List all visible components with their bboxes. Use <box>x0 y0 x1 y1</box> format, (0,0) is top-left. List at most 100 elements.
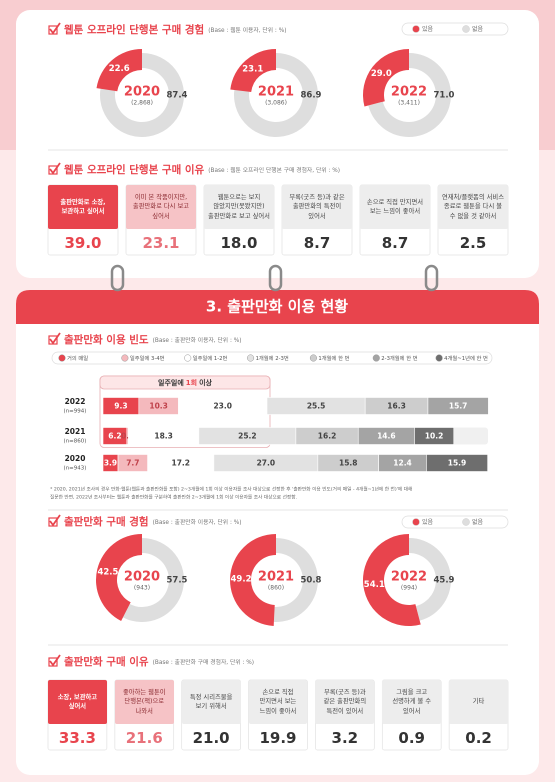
sample-label: (3,086) <box>265 100 287 107</box>
legend-label: 있음 <box>422 518 434 526</box>
sample-label: (860) <box>268 585 284 592</box>
sample-label: (3,411) <box>398 100 420 107</box>
slice-label: 87.4 <box>167 91 188 101</box>
legend-swatch <box>462 518 470 526</box>
legend-swatch <box>412 518 420 526</box>
segment-label: 27.0 <box>257 459 276 468</box>
section-title: 3. 출판만화 이용 현황 <box>206 298 348 316</box>
slice-label: 49.2 <box>231 575 252 585</box>
reason-text: 소장, 보관하고 싶어서 <box>48 680 107 724</box>
reason-value: 8.7 <box>381 233 409 252</box>
slice-label: 22.6 <box>109 64 130 74</box>
reason-value: 18.0 <box>220 233 258 252</box>
reason-value: 3.2 <box>331 728 359 747</box>
reason-value: 33.3 <box>58 728 96 747</box>
reason-text: 손으로 직접 만지면서 보는 느낌이 좋아서 <box>248 680 308 724</box>
legend-box <box>401 515 509 529</box>
annotation-part: 일주일에 <box>158 378 184 387</box>
base-note: (Base : 출판만화 이용자, 단위 : %) <box>153 518 242 526</box>
donut-slice <box>363 49 409 107</box>
reason-value: 0.9 <box>398 728 425 747</box>
legend-swatch <box>309 354 317 362</box>
donut-slice <box>95 534 142 621</box>
legend-label: 1개월에 한 번 <box>318 354 349 362</box>
slice-label: 45.9 <box>434 576 455 586</box>
year-label: 2020 <box>124 570 160 585</box>
year-label: 2022 <box>391 85 427 100</box>
donut-slice <box>273 538 318 622</box>
base-note: (Base : 웹툰 이용자, 단위 : %) <box>208 26 286 34</box>
check-mark <box>49 514 61 527</box>
legend-swatch <box>462 25 470 33</box>
year-label: 2020 <box>65 454 86 463</box>
reason-text: 웹툰으로는 보지 않았지만(못봤지만) 출판만화로 보고 싶어서 <box>204 185 274 229</box>
check-mark <box>49 654 61 667</box>
legend-swatch <box>412 25 420 33</box>
slice-label: 42.5 <box>97 567 118 577</box>
ring <box>424 264 439 292</box>
reason-text: 좋아하는 웹툰이 단행본(책)으로 나와서 <box>114 680 174 724</box>
sample-label: (2,868) <box>131 100 153 107</box>
donut-slice <box>122 538 185 622</box>
segment-label: 3.9 <box>104 459 117 468</box>
base-note: (Base : 출판만화 구매 경험자, 단위 : %) <box>153 658 254 666</box>
segment-label: 7.7 <box>126 459 139 468</box>
segment-label: 25.2 <box>238 432 257 441</box>
legend-swatch <box>372 354 380 362</box>
slice-label: 50.8 <box>301 576 322 586</box>
donut-slice <box>230 49 276 93</box>
ring <box>110 264 125 292</box>
check-mark <box>49 162 61 175</box>
reason-text: 연재처/플랫폼의 서비스 종료로 웹툰을 다시 볼 수 없을 것 같아서 <box>438 185 508 229</box>
year-label: 2022 <box>391 570 427 585</box>
legend-swatch <box>247 354 255 362</box>
reason-value: 21.0 <box>192 728 230 747</box>
legend-box <box>401 22 509 36</box>
base-note: (Base : 출판만화 이용자, 단위 : %) <box>153 336 242 344</box>
slice-label: 57.5 <box>167 576 188 586</box>
reason-value: 23.1 <box>142 233 180 252</box>
legend-label: 2-3개월에 한 번 <box>381 354 418 362</box>
legend-label: 일주일에 3-4번 <box>130 354 165 362</box>
legend-swatch <box>435 354 443 362</box>
rings <box>110 264 439 292</box>
annotation-part: 이상 <box>199 378 212 387</box>
donut-slice <box>409 538 451 621</box>
segment-label: 15.8 <box>339 459 358 468</box>
legend-label: 거의 매일 <box>67 354 88 362</box>
year-label: 2021 <box>258 85 294 100</box>
legend-swatch <box>184 354 192 362</box>
check-mark <box>49 332 61 345</box>
segment-label: 25.5 <box>307 402 326 411</box>
legend-swatch <box>121 354 129 362</box>
segment-label: 15.7 <box>449 402 468 411</box>
donut-slice <box>100 53 185 137</box>
reason-text: 부록(굿즈 등)과 같은 출판만화의 특전이 있어서 <box>282 185 352 229</box>
segment-label: 10.3 <box>149 402 168 411</box>
sample-label: (943) <box>134 585 150 592</box>
sample-label: (n=860) <box>64 439 87 445</box>
donut-slice <box>233 53 318 138</box>
segment-label: 12.4 <box>393 459 412 468</box>
bar-segment <box>427 397 489 415</box>
reason-text: 그림을 크고 선명하게 볼 수 있어서 <box>382 680 442 724</box>
slice-label: 29.0 <box>371 69 392 79</box>
reason-value: 8.7 <box>303 233 331 252</box>
segment-label: 0.4 <box>121 432 134 441</box>
legend-label: 있음 <box>422 25 434 33</box>
legend-label: 1개월에 2-3번 <box>256 354 289 362</box>
bar-segment <box>414 427 455 445</box>
bar-segment <box>426 454 488 472</box>
footnote: * 2020, 2021년 조사의 경우 만화·웹툰(웹툰과 출판만화를 포함)… <box>50 486 412 493</box>
segment-label: 23.0 <box>213 402 232 411</box>
legend-label: 4개월~1년에 한 번 <box>444 354 488 362</box>
legend-label: 없음 <box>472 518 484 526</box>
section-heading: 웹툰 오프라인 단행본 구매 경험 <box>64 23 204 36</box>
segment-label: 14.6 <box>377 432 396 441</box>
base-note: (Base : 웹툰 오프라인 단행본 구매 경험자, 단위 : %) <box>208 166 340 174</box>
section-band <box>16 290 539 324</box>
donut-slice <box>362 534 421 626</box>
donut-slice <box>96 48 142 92</box>
annotation-tab <box>99 375 271 390</box>
